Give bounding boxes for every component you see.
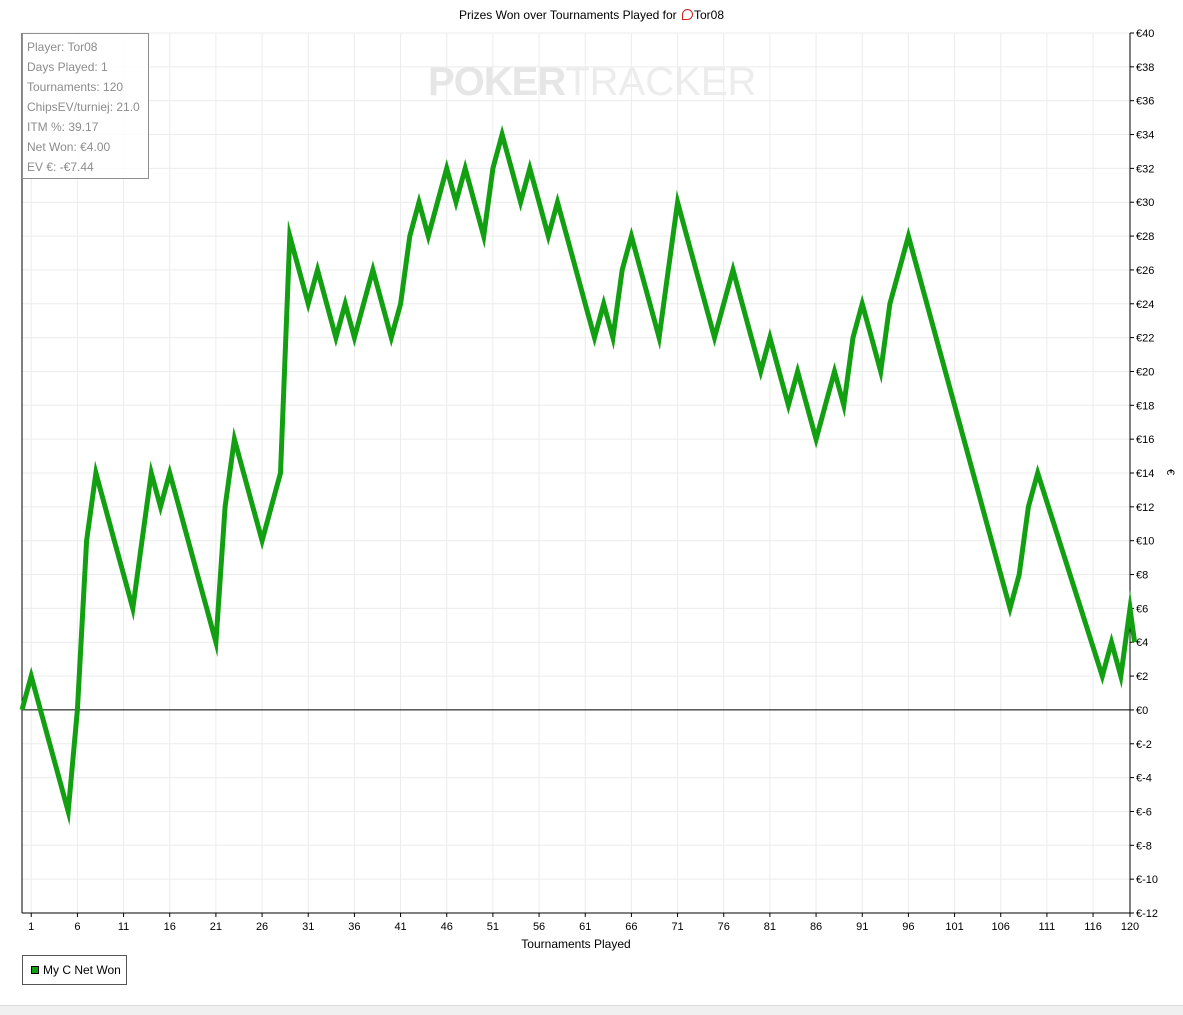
y-tick-label: €-6 (1136, 806, 1152, 818)
y-tick-label: €4 (1136, 637, 1148, 649)
pokertracker-watermark: POKERTRACKER (428, 60, 756, 105)
y-tick-label: €-12 (1136, 908, 1158, 920)
x-tick-label: 31 (302, 921, 314, 933)
x-tick-label: 36 (348, 921, 360, 933)
y-tick-label: €6 (1136, 603, 1148, 615)
x-tick-label: 116 (1084, 921, 1102, 933)
x-axis-label: Tournaments Played (521, 937, 631, 951)
axes (21, 32, 1134, 917)
grid-lines (22, 32, 1131, 914)
legend-label: My C Net Won (43, 963, 121, 977)
x-tick-label: 66 (625, 921, 637, 933)
y-tick-label: €-10 (1136, 874, 1158, 886)
player-icon (681, 9, 693, 20)
chart-title-text: Prizes Won over Tournaments Played for (458, 8, 677, 22)
y-tick-label: €20 (1136, 366, 1154, 378)
x-tick-label: 11 (118, 921, 129, 933)
y-tick-label: €16 (1136, 434, 1154, 446)
x-tick-label: 81 (764, 921, 776, 933)
y-tick-label: €36 (1136, 96, 1154, 108)
y-tick-label: €14 (1136, 468, 1154, 480)
chart-title: Prizes Won over Tournaments Played for T… (0, 8, 1183, 22)
watermark-poker: POKER (428, 60, 566, 104)
x-tick-label: 86 (810, 921, 822, 933)
series-line-my-c-net-won (19, 125, 1138, 826)
stat-player: Player: Tor08 (27, 40, 98, 54)
x-tick-label: 111 (1039, 921, 1056, 933)
x-tick-label: 106 (992, 921, 1010, 933)
x-tick-label: 96 (902, 921, 914, 933)
x-tick-label: 71 (671, 921, 683, 933)
series-layer (19, 125, 1138, 826)
x-tick-label: 101 (945, 921, 963, 933)
x-tick-label: 51 (487, 921, 499, 933)
y-tick-label: €0 (1136, 705, 1148, 717)
stat-net-won: Net Won: €4.00 (27, 140, 111, 154)
y-axis-label: € (1164, 468, 1177, 476)
x-tick-label: 56 (533, 921, 545, 933)
y-tick-label: €26 (1136, 265, 1154, 277)
y-tick-label: €38 (1136, 62, 1154, 74)
bottom-strip (0, 1005, 1183, 1015)
x-tick-label: 46 (441, 921, 453, 933)
y-tick-label: €10 (1136, 536, 1154, 548)
y-tick-label: €8 (1136, 570, 1148, 582)
y-tick-label: €32 (1136, 163, 1154, 175)
x-tick-label: 16 (164, 921, 176, 933)
legend-swatch (31, 966, 39, 974)
y-tick-label: €2 (1136, 671, 1148, 683)
legend: My C Net Won (22, 955, 127, 985)
x-tick-label: 120 (1121, 921, 1139, 933)
y-tick-label: €22 (1136, 333, 1154, 345)
stat-tournaments: Tournaments: 120 (27, 80, 124, 94)
x-tick-label: 6 (74, 921, 80, 933)
stat-ev: EV €: -€7.44 (27, 160, 94, 174)
x-tick-label: 1 (28, 921, 34, 933)
y-tick-label: €-8 (1136, 840, 1152, 852)
stats-box: Player: Tor08 Days Played: 1 Tournaments… (22, 33, 149, 179)
y-tick-label: €40 (1136, 28, 1154, 40)
x-tick-label: 91 (856, 921, 868, 933)
stat-days-played: Days Played: 1 (27, 60, 108, 74)
y-tick-label: €-4 (1136, 773, 1152, 785)
x-tick-label: 21 (210, 921, 222, 933)
x-tick-label: 26 (256, 921, 268, 933)
y-tick-label: €28 (1136, 231, 1154, 243)
y-tick-label: €-2 (1136, 739, 1152, 751)
y-tick-label: €18 (1136, 400, 1154, 412)
chart-title-player: Tor08 (693, 8, 725, 22)
y-tick-label: €34 (1136, 130, 1154, 142)
watermark-tracker: TRACKER (565, 60, 757, 104)
y-tick-label: €12 (1136, 502, 1154, 514)
tick-labels: €-12 €-10 €-8 €-6 €-4 €-2 €0 €2 €4 €6 €8 €10 €12 €14 €… (28, 28, 1158, 933)
stat-itm: ITM %: 39.17 (27, 120, 99, 134)
x-tick-label: 76 (718, 921, 730, 933)
stat-chipsev: ChipsEV/turniej: 21.0 (27, 100, 140, 114)
x-tick-label: 61 (579, 921, 591, 933)
y-tick-label: €30 (1136, 197, 1154, 209)
x-tick-label: 41 (394, 921, 406, 933)
y-tick-label: €24 (1136, 299, 1154, 311)
